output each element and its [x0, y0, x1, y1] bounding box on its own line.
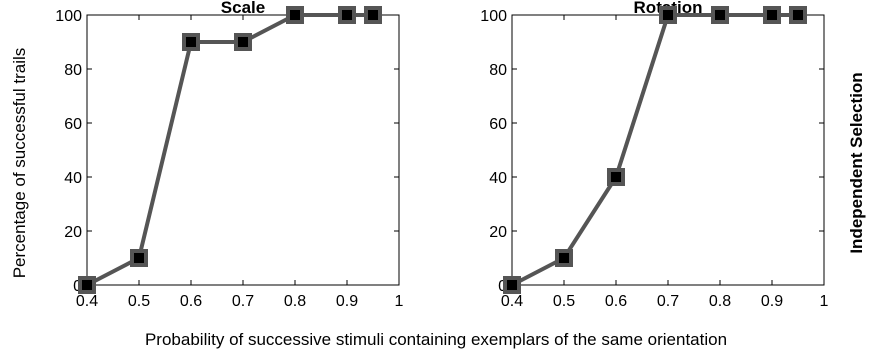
x-tick-label: 0.5 — [553, 293, 575, 310]
chart-scale: Scale 0.4 0.5 0.6 0.7 0.8 0.9 1 0 20 40 60 80 100 — [55, 0, 403, 310]
y-tick-label: 60 — [489, 116, 507, 133]
series-line — [511, 13, 798, 287]
data-point — [130, 249, 148, 267]
x-tick-label: 0.6 — [180, 293, 202, 310]
x-tick-label: 0.4 — [501, 293, 523, 310]
y-tick-label: 40 — [489, 170, 507, 187]
y-axis-label: Percentage of successful trails — [10, 48, 29, 279]
x-tick-label: 0.8 — [284, 293, 306, 310]
x-tick-label: 1 — [820, 293, 829, 310]
y-tick-label: 0 — [498, 278, 507, 295]
y-tick-label: 100 — [55, 8, 82, 25]
data-point — [789, 6, 807, 24]
data-point — [364, 6, 382, 24]
data-point — [182, 33, 200, 51]
y-tick-label: 20 — [64, 224, 82, 241]
chart-title: Scale — [221, 0, 265, 17]
x-tick-label: 0.7 — [232, 293, 254, 310]
y-tick-label: 80 — [64, 62, 82, 79]
data-point — [503, 276, 521, 294]
data-point — [607, 168, 625, 186]
side-label: Independent Selection — [847, 72, 866, 253]
x-tick-label: 0.6 — [605, 293, 627, 310]
x-axis-label: Probability of successive stimuli contai… — [145, 330, 727, 349]
x-tick-label: 0.8 — [709, 293, 731, 310]
plot-frame — [511, 14, 825, 286]
data-point — [286, 6, 304, 24]
x-tick-label: 0.9 — [761, 293, 783, 310]
x-tick-label: 0.5 — [128, 293, 150, 310]
data-point — [659, 6, 677, 24]
data-point — [555, 249, 573, 267]
x-tick-label: 0.4 — [76, 293, 98, 310]
y-tick-label: 80 — [489, 62, 507, 79]
x-tick-label: 0.7 — [657, 293, 679, 310]
y-tick-label: 100 — [480, 8, 507, 25]
y-tick-label: 0 — [73, 278, 82, 295]
series-line — [86, 13, 373, 287]
y-tick-label: 40 — [64, 170, 82, 187]
plot-frame — [86, 14, 400, 286]
data-point — [78, 276, 96, 294]
y-tick-label: 20 — [489, 224, 507, 241]
data-point — [711, 6, 729, 24]
data-point — [763, 6, 781, 24]
data-point — [234, 33, 252, 51]
y-tick-label: 60 — [64, 116, 82, 133]
x-tick-label: 0.9 — [336, 293, 358, 310]
x-tick-label: 1 — [395, 293, 404, 310]
data-point — [338, 6, 356, 24]
